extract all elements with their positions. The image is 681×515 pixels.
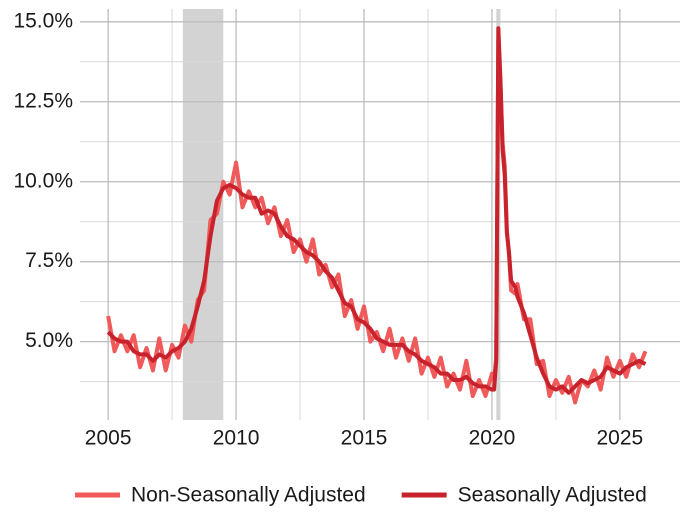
y-tick-label: 12.5% — [13, 89, 73, 112]
x-tick-label: 2025 — [597, 427, 644, 450]
x-tick-label: 2020 — [469, 427, 516, 450]
x-tick-label: 2015 — [341, 427, 388, 450]
y-tick-label: 7.5% — [25, 249, 73, 272]
x-tick-label: 2010 — [213, 427, 260, 450]
y-tick-label: 15.0% — [13, 9, 73, 32]
legend-label: Seasonally Adjusted — [458, 484, 647, 507]
y-tick-label: 5.0% — [25, 329, 73, 352]
y-tick-label: 10.0% — [13, 169, 73, 192]
x-tick-label: 2005 — [85, 427, 132, 450]
legend-label: Non-Seasonally Adjusted — [131, 484, 366, 507]
series-line — [106, 26, 647, 395]
